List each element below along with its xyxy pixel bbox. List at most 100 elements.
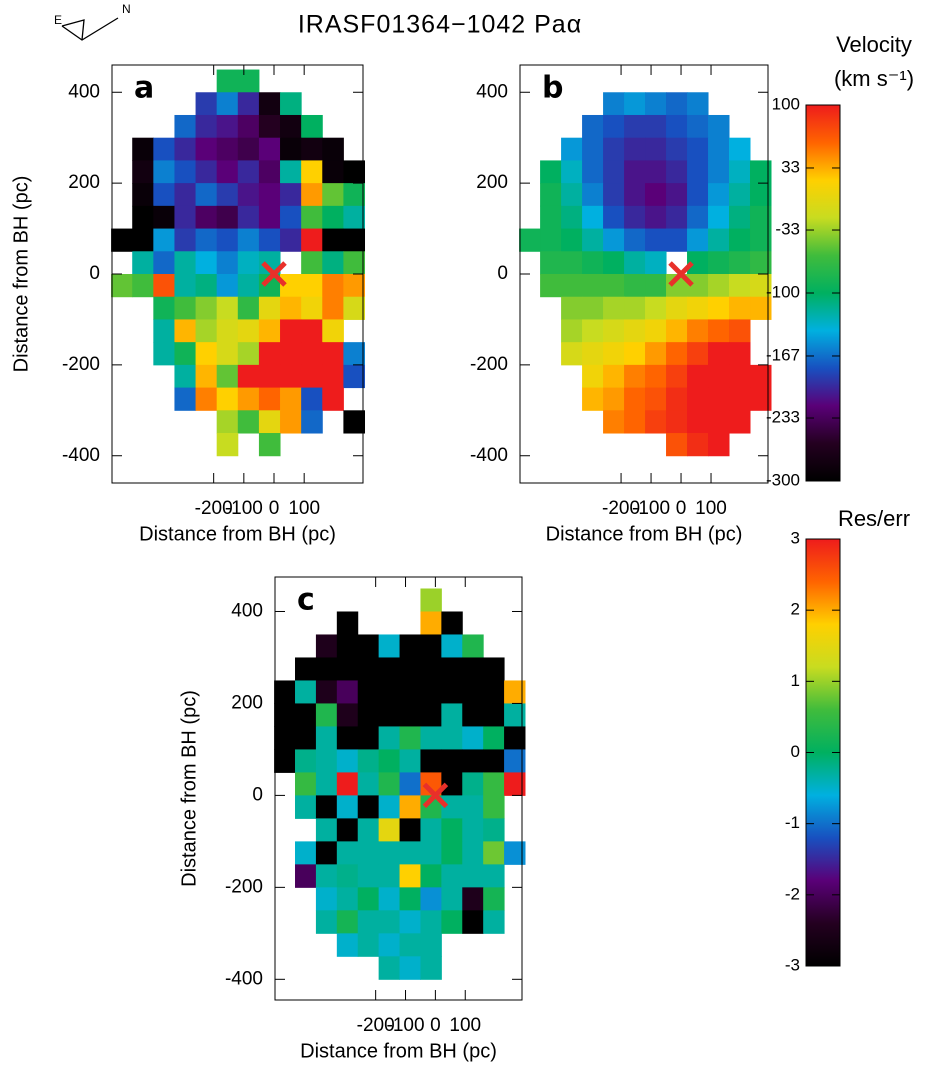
- pixel: [687, 228, 709, 252]
- pixel: [315, 841, 338, 865]
- pixel: [343, 160, 366, 184]
- pixel: [195, 387, 218, 411]
- y-tick-label: 400: [476, 81, 508, 102]
- compass-north: N: [122, 2, 131, 16]
- pixel: [420, 864, 442, 888]
- pixel: [399, 956, 421, 980]
- pixel: [687, 205, 709, 230]
- x-axis-title: Distance from BH (pc): [139, 523, 336, 545]
- pixel: [504, 726, 526, 750]
- pixel: [258, 319, 281, 343]
- pixel: [357, 749, 380, 773]
- pixel: [420, 818, 442, 842]
- pixel: [708, 114, 730, 139]
- pixel: [258, 364, 281, 389]
- pixel: [603, 387, 625, 411]
- pixel: [216, 364, 239, 389]
- y-tick-label: 200: [476, 172, 508, 193]
- pixel: [301, 296, 323, 320]
- pixel: [378, 864, 401, 888]
- pixel: [624, 274, 646, 298]
- pixel: [441, 726, 463, 750]
- pixel: [343, 228, 366, 252]
- pixel: [258, 342, 281, 366]
- pixel: [750, 205, 772, 230]
- pixel: [378, 680, 401, 704]
- pixel: [666, 114, 688, 139]
- pixel: [174, 251, 197, 275]
- pixel: [295, 680, 317, 704]
- pixel: [336, 795, 359, 819]
- pixel: [174, 205, 197, 230]
- pixel: [322, 183, 344, 207]
- pixel: [111, 228, 133, 252]
- pixel: [603, 183, 625, 207]
- pixel: [280, 342, 302, 366]
- pixel: [399, 795, 421, 819]
- y-axis-title: Distance from BH (pc): [178, 690, 200, 887]
- pixel: [315, 910, 338, 934]
- pixel: [174, 114, 197, 139]
- pixel: [301, 251, 323, 275]
- pixel: [174, 137, 197, 161]
- pixel: [378, 749, 401, 773]
- pixel: [729, 296, 751, 320]
- pixel: [540, 205, 562, 230]
- pixel: [216, 160, 239, 184]
- y-axis-title: Distance from BH (pc): [10, 176, 32, 373]
- pixel: [258, 387, 281, 411]
- pixel: [295, 772, 317, 796]
- pixel: [603, 228, 625, 252]
- pixel: [301, 228, 323, 252]
- pixel: [322, 342, 344, 366]
- pixel: [295, 657, 317, 681]
- pixel: [301, 274, 323, 298]
- pixel: [750, 251, 772, 275]
- pixel: [258, 410, 281, 434]
- pixel: [420, 772, 442, 796]
- pixel: [483, 749, 505, 773]
- pixel: [237, 183, 260, 207]
- x-tick-label: 100: [288, 498, 320, 519]
- colorbar-title: Res/err: [838, 506, 910, 531]
- pixel: [582, 228, 604, 252]
- pixel: [708, 205, 730, 230]
- x-tick-label: 100: [695, 498, 727, 519]
- pixel: [195, 319, 218, 343]
- pixel: [343, 205, 366, 230]
- pixel: [483, 680, 505, 704]
- pixel: [687, 387, 709, 411]
- y-tick-label: 200: [68, 172, 100, 193]
- pixel: [378, 795, 401, 819]
- pixel: [237, 251, 260, 275]
- pixel: [301, 205, 323, 230]
- pixel: [729, 251, 751, 275]
- pixel: [153, 205, 175, 230]
- colorbar-tick-label: 3: [791, 528, 800, 547]
- pixel: [301, 160, 323, 184]
- x-tick-label: 0: [676, 498, 687, 519]
- pixel: [399, 657, 421, 681]
- pixel: [343, 183, 366, 207]
- pixel: [378, 818, 401, 842]
- pixel: [750, 228, 772, 252]
- pixel: [483, 910, 505, 934]
- pixel: [645, 228, 667, 252]
- pixel: [441, 680, 463, 704]
- pixel: [336, 933, 359, 957]
- pixel: [603, 364, 625, 389]
- pixel: [153, 183, 175, 207]
- pixel: [301, 364, 323, 389]
- pixel: [216, 183, 239, 207]
- pixel: [322, 274, 344, 298]
- pixel: [280, 296, 302, 320]
- pixel: [582, 364, 604, 389]
- pixel: [322, 228, 344, 252]
- pixel: [645, 183, 667, 207]
- pixel: [645, 342, 667, 366]
- pixel: [624, 183, 646, 207]
- pixel: [708, 183, 730, 207]
- pixel: [708, 319, 730, 343]
- pixel: [258, 274, 281, 298]
